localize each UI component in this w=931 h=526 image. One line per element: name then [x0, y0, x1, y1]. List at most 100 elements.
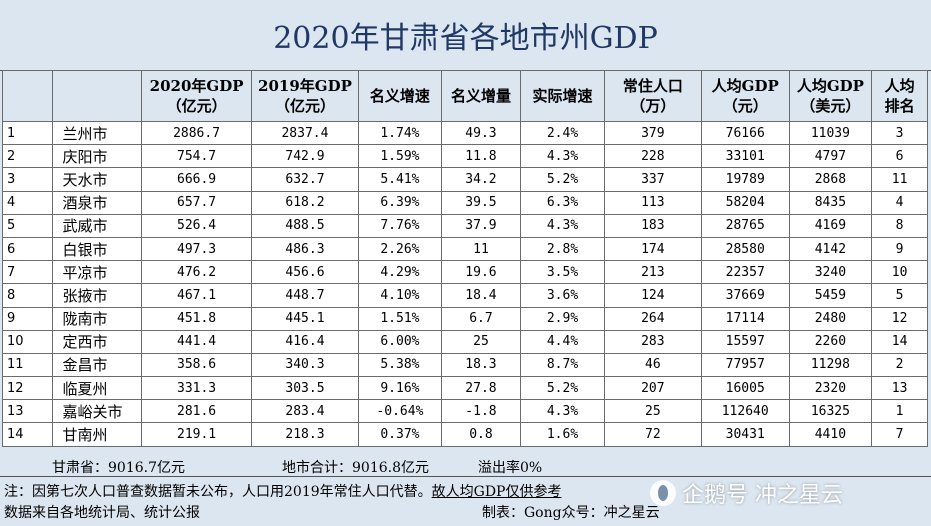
table-cell: 9 [871, 236, 928, 262]
table-cell: 14 [871, 329, 928, 354]
city-name: 白银市 [51, 236, 143, 262]
table-cell: 2.4% [520, 120, 605, 146]
table-row: 9 陇南市 451.8 445.1 1.51% 6.7 2.9% 264 17114 2480 12 [2, 306, 928, 331]
table-cell: 456.6 [250, 260, 360, 285]
table-cell: 4142 [788, 236, 873, 262]
table-row: 6 白银市 497.3 486.3 2.26% 11 2.8% 174 28580 4142 9 [2, 236, 928, 262]
table-cell: 303.5 [250, 376, 360, 401]
table-cell: 742.9 [250, 144, 360, 169]
row-index: 5 [2, 213, 53, 238]
city-name: 定西市 [51, 329, 143, 354]
table-cell: 4410 [788, 422, 873, 447]
table-cell: 76166 [700, 120, 790, 146]
table-cell: 3240 [788, 260, 873, 285]
table-cell: 207 [603, 376, 702, 401]
table-cell: 451.8 [141, 306, 252, 331]
city-name: 酒泉市 [51, 190, 143, 215]
table-cell: 49.3 [440, 120, 522, 146]
table-cell: 618.2 [250, 190, 360, 215]
city-name: 张掖市 [51, 283, 143, 308]
table-cell: 2.26% [358, 236, 442, 262]
table-row: 1 兰州市 2886.7 2837.4 1.74% 49.3 2.4% 379 76166 110… [2, 120, 928, 146]
table-header-row: 2020年GDP （亿元） 2019年GDP （亿元） 名义增速 名义增量 实际增速 常住人口… [2, 70, 928, 122]
table-cell: 4.10% [358, 283, 442, 308]
city-name: 平凉市 [51, 260, 143, 285]
table-row: 2 庆阳市 754.7 742.9 1.59% 11.8 4.3% 228 33101 4797 6 [2, 144, 928, 169]
table-cell: 112640 [700, 399, 790, 424]
table-cell: 467.1 [141, 283, 252, 308]
table-cell: 46 [603, 352, 702, 378]
table-cell: 11 [440, 236, 522, 262]
note-per-capita-disclaimer: 故人均GDP仅供参考 [431, 484, 562, 500]
table-row: 4 酒泉市 657.7 618.2 6.39% 39.5 6.3% 113 58204 8435 4 [2, 190, 928, 215]
row-index: 8 [2, 283, 53, 308]
column-header [2, 70, 53, 122]
city-name: 临夏州 [51, 376, 143, 401]
table-cell: 526.4 [141, 213, 252, 238]
table-cell: 6 [871, 144, 928, 169]
column-header: 人均GDP （美元） [788, 70, 873, 122]
table-cell: 7.76% [358, 213, 442, 238]
city-name: 武威市 [51, 213, 143, 238]
column-header: 名义增速 [358, 70, 442, 122]
column-header: 名义增量 [440, 70, 522, 122]
table-cell: 183 [603, 213, 702, 238]
row-index: 6 [2, 236, 53, 262]
table-cell: 666.9 [141, 167, 252, 192]
table-cell: 2886.7 [141, 120, 252, 146]
table-cell: 219.1 [141, 422, 252, 447]
table-cell: 25 [603, 399, 702, 424]
table-cell: 16325 [788, 399, 873, 424]
table-cell: 6.00% [358, 329, 442, 354]
table-cell: 18.3 [440, 352, 522, 378]
table-cell: 16005 [700, 376, 790, 401]
province-total: 甘肃省：9016.7亿元 [52, 460, 185, 476]
table-cell: 5.2% [520, 167, 605, 192]
table-cell: 6.3% [520, 190, 605, 215]
table-cell: 2868 [788, 167, 873, 192]
city-name: 陇南市 [51, 306, 143, 331]
table-row: 7 平凉市 476.2 456.6 4.29% 19.6 3.5% 213 22357 3240 1… [2, 260, 928, 285]
table-cell: 331.3 [141, 376, 252, 401]
table-cell: 18.4 [440, 283, 522, 308]
table-cell: 11.8 [440, 144, 522, 169]
column-header [51, 70, 143, 122]
table-cell: 486.3 [250, 236, 360, 262]
table-cell: 11 [871, 167, 928, 192]
city-name: 甘南州 [51, 422, 143, 447]
table-cell: 445.1 [250, 306, 360, 331]
table-cell: 2.9% [520, 306, 605, 331]
table-cell: 1 [871, 399, 928, 424]
table-cell: 5.2% [520, 376, 605, 401]
table-cell: 1.74% [358, 120, 442, 146]
table-cell: 448.7 [250, 283, 360, 308]
table-cell: 6.39% [358, 190, 442, 215]
table-row: 12 临夏州 331.3 303.5 9.16% 27.8 5.2% 207 16005 2320… [2, 376, 928, 401]
table-cell: 228 [603, 144, 702, 169]
table-cell: 8 [871, 213, 928, 238]
table-cell: 5.41% [358, 167, 442, 192]
table-cell: 37669 [700, 283, 790, 308]
row-index: 12 [2, 376, 53, 401]
table-cell: -1.8 [440, 399, 522, 424]
table-cell: 416.4 [250, 329, 360, 354]
table-cell: 657.7 [141, 190, 252, 215]
table-cell: 2260 [788, 329, 873, 354]
table-cell: 1.51% [358, 306, 442, 331]
table-cell: 6.7 [440, 306, 522, 331]
row-index: 9 [2, 306, 53, 331]
table-row: 10 定西市 441.4 416.4 6.00% 25 4.4% 283 15597 2260 14 [2, 329, 928, 354]
row-index: 14 [2, 422, 53, 447]
table-cell: 27.8 [440, 376, 522, 401]
table-cell: 5 [871, 283, 928, 308]
table-cell: 113 [603, 190, 702, 215]
table-cell: 218.3 [250, 422, 360, 447]
table-cell: 28580 [700, 236, 790, 262]
table-cell: 39.5 [440, 190, 522, 215]
table-cell: 10 [871, 260, 928, 285]
table-cell: 9.16% [358, 376, 442, 401]
table-row: 13 嘉峪关市 281.6 283.4 -0.64% -1.8 4.3% 25 112640 16… [2, 399, 928, 424]
table-cell: 4.3% [520, 399, 605, 424]
table-cell: 4.3% [520, 144, 605, 169]
table-cell: 25 [440, 329, 522, 354]
